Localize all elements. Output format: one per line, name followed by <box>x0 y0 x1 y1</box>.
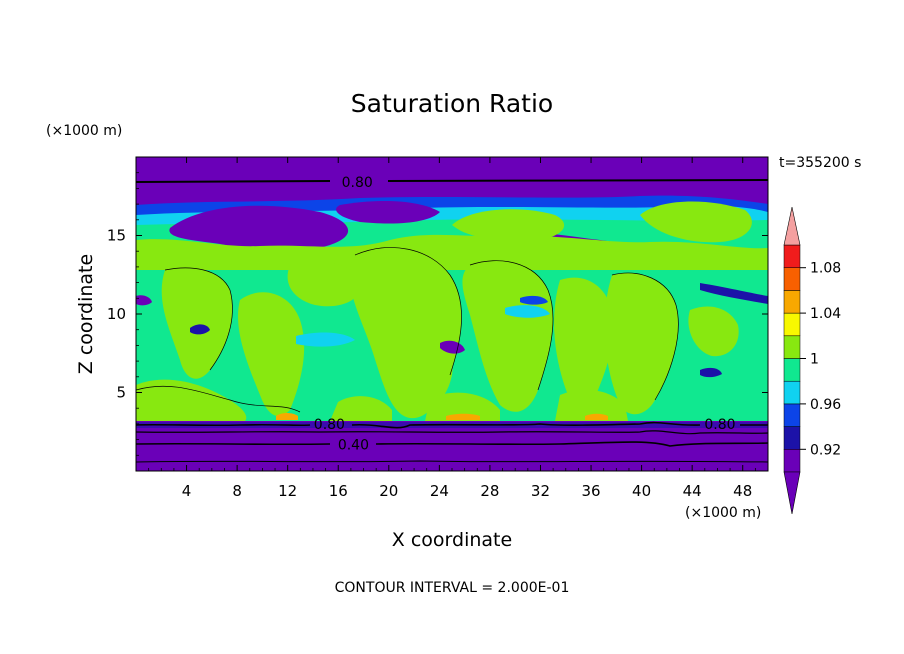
contour-label: 0.80 <box>342 175 373 191</box>
colorbar-tick-label: 1.04 <box>810 306 841 322</box>
y-tick-label: 15 <box>107 227 126 245</box>
x-axis: 4 8 12 16 20 24 28 32 36 40 44 48 <box>148 157 756 500</box>
region-upper-dry-4 <box>700 283 768 304</box>
region-dry-patch-5 <box>700 367 722 378</box>
time-label: t=355200 s <box>779 155 861 171</box>
x-tick-label: 16 <box>329 482 348 500</box>
x-axis-label: X coordinate <box>392 529 512 551</box>
colorbar-swatch <box>783 290 801 314</box>
region-green-col-2 <box>238 292 305 416</box>
x-tick-label: 20 <box>379 482 398 500</box>
region-green-low-1 <box>136 379 247 421</box>
contour-label: 0.80 <box>704 417 735 433</box>
colorbar-swatch <box>783 244 801 268</box>
y-tick-label: 5 <box>116 384 126 402</box>
region-green-col-3 <box>287 261 361 307</box>
x-tick-label: 48 <box>733 482 752 500</box>
region-dry-patch-3 <box>190 324 210 335</box>
colorbar-tick-label: 1.08 <box>810 261 841 277</box>
region-cyan-patch-2 <box>505 305 550 318</box>
contour-line-020-lower <box>136 460 768 463</box>
x-unit-label: (×1000 m) <box>685 505 761 521</box>
contour-line-060-lower <box>136 430 768 435</box>
colorbar-swatch <box>783 426 801 450</box>
colorbar-swatch <box>783 449 801 473</box>
region-green-low-3 <box>425 392 500 421</box>
contour-line-mid-5 <box>469 260 554 391</box>
y-axis: 5 10 15 <box>107 172 768 456</box>
region-upper-dry-1 <box>169 205 349 252</box>
x-tick-label: 8 <box>232 482 242 500</box>
contour-label: 0.40 <box>338 437 369 453</box>
colorbar: 0.92 0.96 1 1.04 1.08 <box>783 206 841 515</box>
x-tick-label: 12 <box>278 482 297 500</box>
chart-title: Saturation Ratio <box>351 89 553 118</box>
x-tick-label: 4 <box>182 482 192 500</box>
contour-line-040-lower <box>136 441 768 447</box>
x-tick-label: 32 <box>531 482 550 500</box>
colorbar-swatch <box>783 312 801 337</box>
region-dry-patch-4 <box>520 295 548 305</box>
region-cyan-patch-1 <box>296 332 355 347</box>
y-tick-label: 10 <box>107 305 126 323</box>
x-tick-label: 28 <box>480 482 499 500</box>
x-tick-label: 44 <box>683 482 702 500</box>
contour-interval-label: CONTOUR INTERVAL = 2.000E-01 <box>335 580 570 596</box>
region-warm-spot-1 <box>276 413 298 420</box>
region-green-cap-1 <box>452 209 565 240</box>
colorbar-swatch <box>783 380 801 405</box>
region-green-low-2 <box>330 396 392 421</box>
region-upper-dry-2 <box>336 200 440 224</box>
contour-field <box>136 157 768 471</box>
x-tick-label: 40 <box>632 482 651 500</box>
region-green-upper-band <box>136 234 768 270</box>
region-lower-dry <box>136 421 768 471</box>
colorbar-swatch <box>783 403 801 427</box>
colorbar-swatch <box>783 358 801 382</box>
region-warm-spot-2 <box>446 413 480 420</box>
contour-line-mid-1 <box>136 385 301 413</box>
region-warm-spot-3 <box>585 413 608 420</box>
region-green-col-7 <box>604 273 679 415</box>
contour-line-mid-4 <box>164 267 233 371</box>
contour-label: 0.80 <box>314 417 345 433</box>
contour-line-mid-2 <box>354 247 462 376</box>
region-dry-patch-2 <box>136 295 152 306</box>
region-green-col-9 <box>414 339 453 409</box>
colorbar-over-arrow <box>783 206 801 246</box>
contour-labels: 0.80 0.80 0.40 0.80 <box>314 175 736 453</box>
colorbar-under-arrow <box>783 471 801 515</box>
region-green-col-6 <box>554 277 614 408</box>
colorbar-tick-label: 0.96 <box>810 397 841 413</box>
region-green-low-4 <box>555 389 628 421</box>
contour-line-080-lower <box>136 421 768 429</box>
y-unit-label: (×1000 m) <box>46 123 122 139</box>
colorbar-tick-label: 0.92 <box>810 442 841 458</box>
colorbar-tick-label: 1 <box>810 352 819 368</box>
contour-line-mid-3 <box>611 272 679 401</box>
x-tick-label: 24 <box>430 482 449 500</box>
colorbar-swatch <box>783 335 801 359</box>
colorbar-swatch <box>783 267 801 291</box>
region-green-col-8 <box>688 306 739 357</box>
contour-line-080-upper <box>136 179 768 183</box>
y-axis-label: Z coordinate <box>75 254 97 374</box>
x-tick-label: 36 <box>581 482 600 500</box>
region-green-col-1 <box>161 267 233 379</box>
region-green-cap-2 <box>640 201 752 243</box>
